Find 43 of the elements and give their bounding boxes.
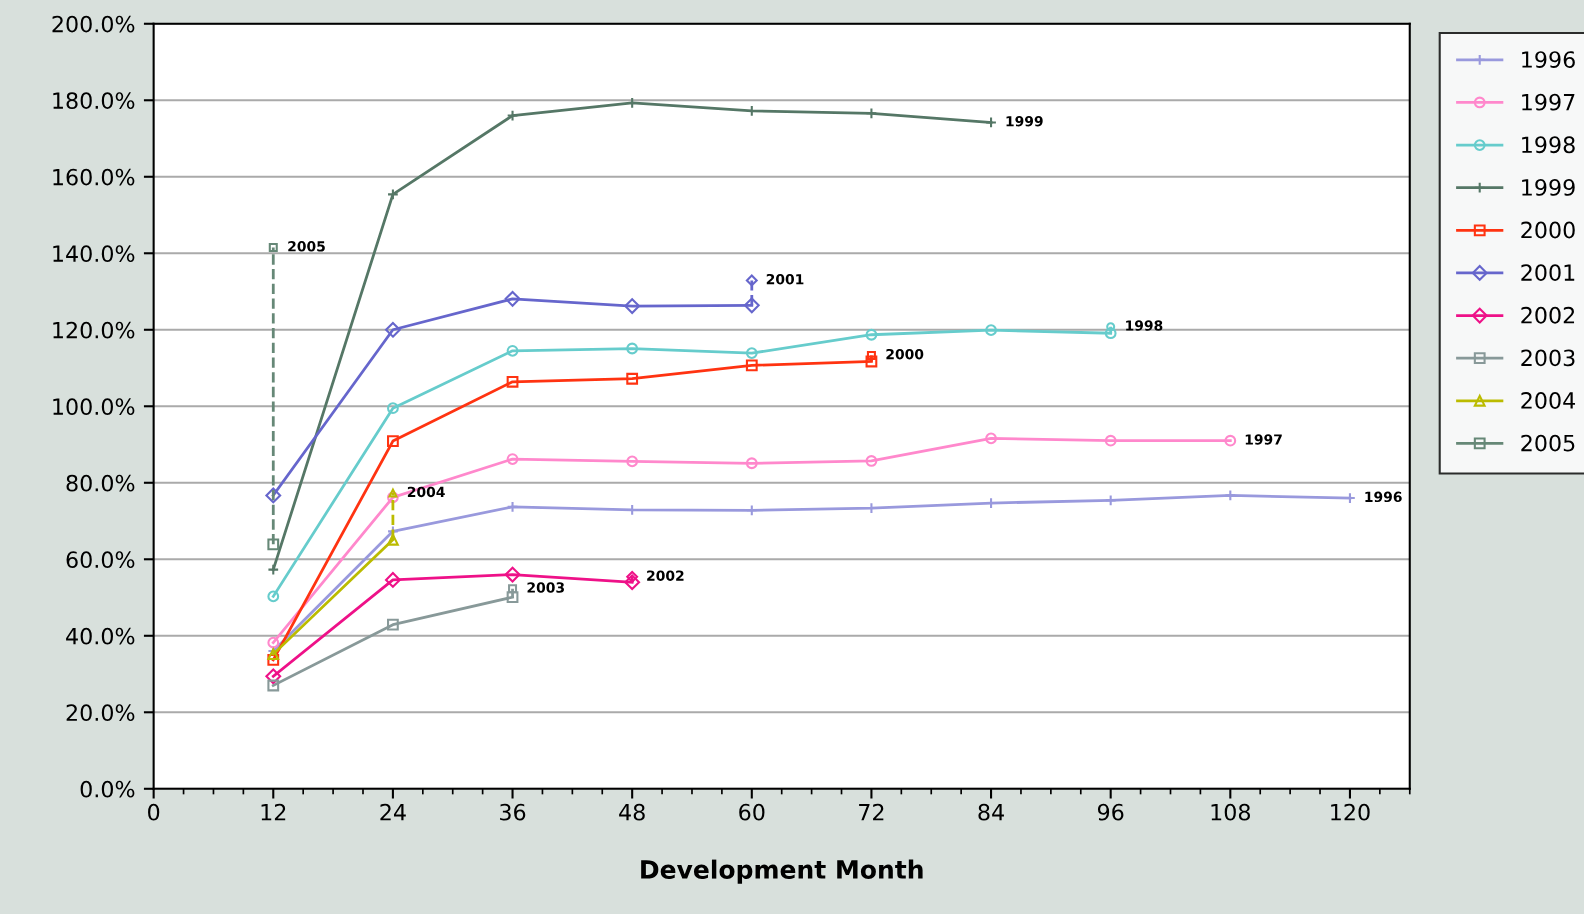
annotation: 2000	[886, 348, 924, 360]
legend-label: 2005	[1521, 434, 1575, 452]
x-tick-label: 36	[500, 803, 526, 821]
legend-label: 1998	[1522, 136, 1575, 154]
x-tick-label: 84	[978, 803, 1004, 821]
y-tick-label: 140.0%	[53, 245, 135, 263]
legend-label: 2001	[1521, 264, 1575, 282]
legend-label: 2000	[1521, 221, 1575, 239]
annotation: 1996	[1365, 491, 1402, 503]
x-tick-label: 108	[1211, 803, 1250, 821]
annotation: 2001	[766, 273, 804, 285]
legend-label: 2004	[1521, 392, 1576, 409]
y-tick-label: 20.0%	[66, 704, 135, 722]
x-tick-label: 12	[261, 803, 286, 821]
annotation: 2003	[527, 582, 564, 593]
legend-label: 1997	[1522, 93, 1575, 111]
annotation: 2002	[647, 570, 684, 581]
legend-label: 2002	[1521, 306, 1575, 324]
x-tick-label: 60	[739, 803, 765, 821]
legend-label: 2003	[1521, 349, 1575, 367]
x-tick-label: 72	[859, 803, 884, 821]
y-tick-label: 80.0%	[66, 474, 135, 492]
annotation: 2005	[288, 241, 325, 252]
legend-label: 1996	[1522, 51, 1575, 68]
x-tick-label: 0	[148, 803, 160, 821]
y-tick-label: 120.0%	[53, 321, 135, 339]
x-tick-label: 24	[380, 803, 406, 821]
annotation: 1997	[1245, 434, 1282, 445]
y-tick-label: 40.0%	[66, 627, 135, 645]
annotation: 2004	[407, 486, 445, 498]
y-tick-label: 160.0%	[53, 168, 135, 186]
y-tick-label: 180.0%	[53, 92, 135, 110]
annotation: 1998	[1126, 320, 1163, 331]
y-tick-label: 200.0%	[52, 15, 135, 33]
legend-label: 1999	[1522, 178, 1575, 196]
y-tick-label: 0.0%	[80, 780, 135, 798]
y-tick-label: 60.0%	[66, 551, 135, 569]
annotation: 1999	[1006, 115, 1043, 127]
x-tick-label: 96	[1097, 803, 1124, 821]
x-axis-title: Development Month	[641, 859, 923, 884]
x-tick-label: 48	[619, 803, 645, 821]
y-tick-label: 100.0%	[53, 398, 135, 416]
x-tick-label: 120	[1331, 803, 1370, 821]
